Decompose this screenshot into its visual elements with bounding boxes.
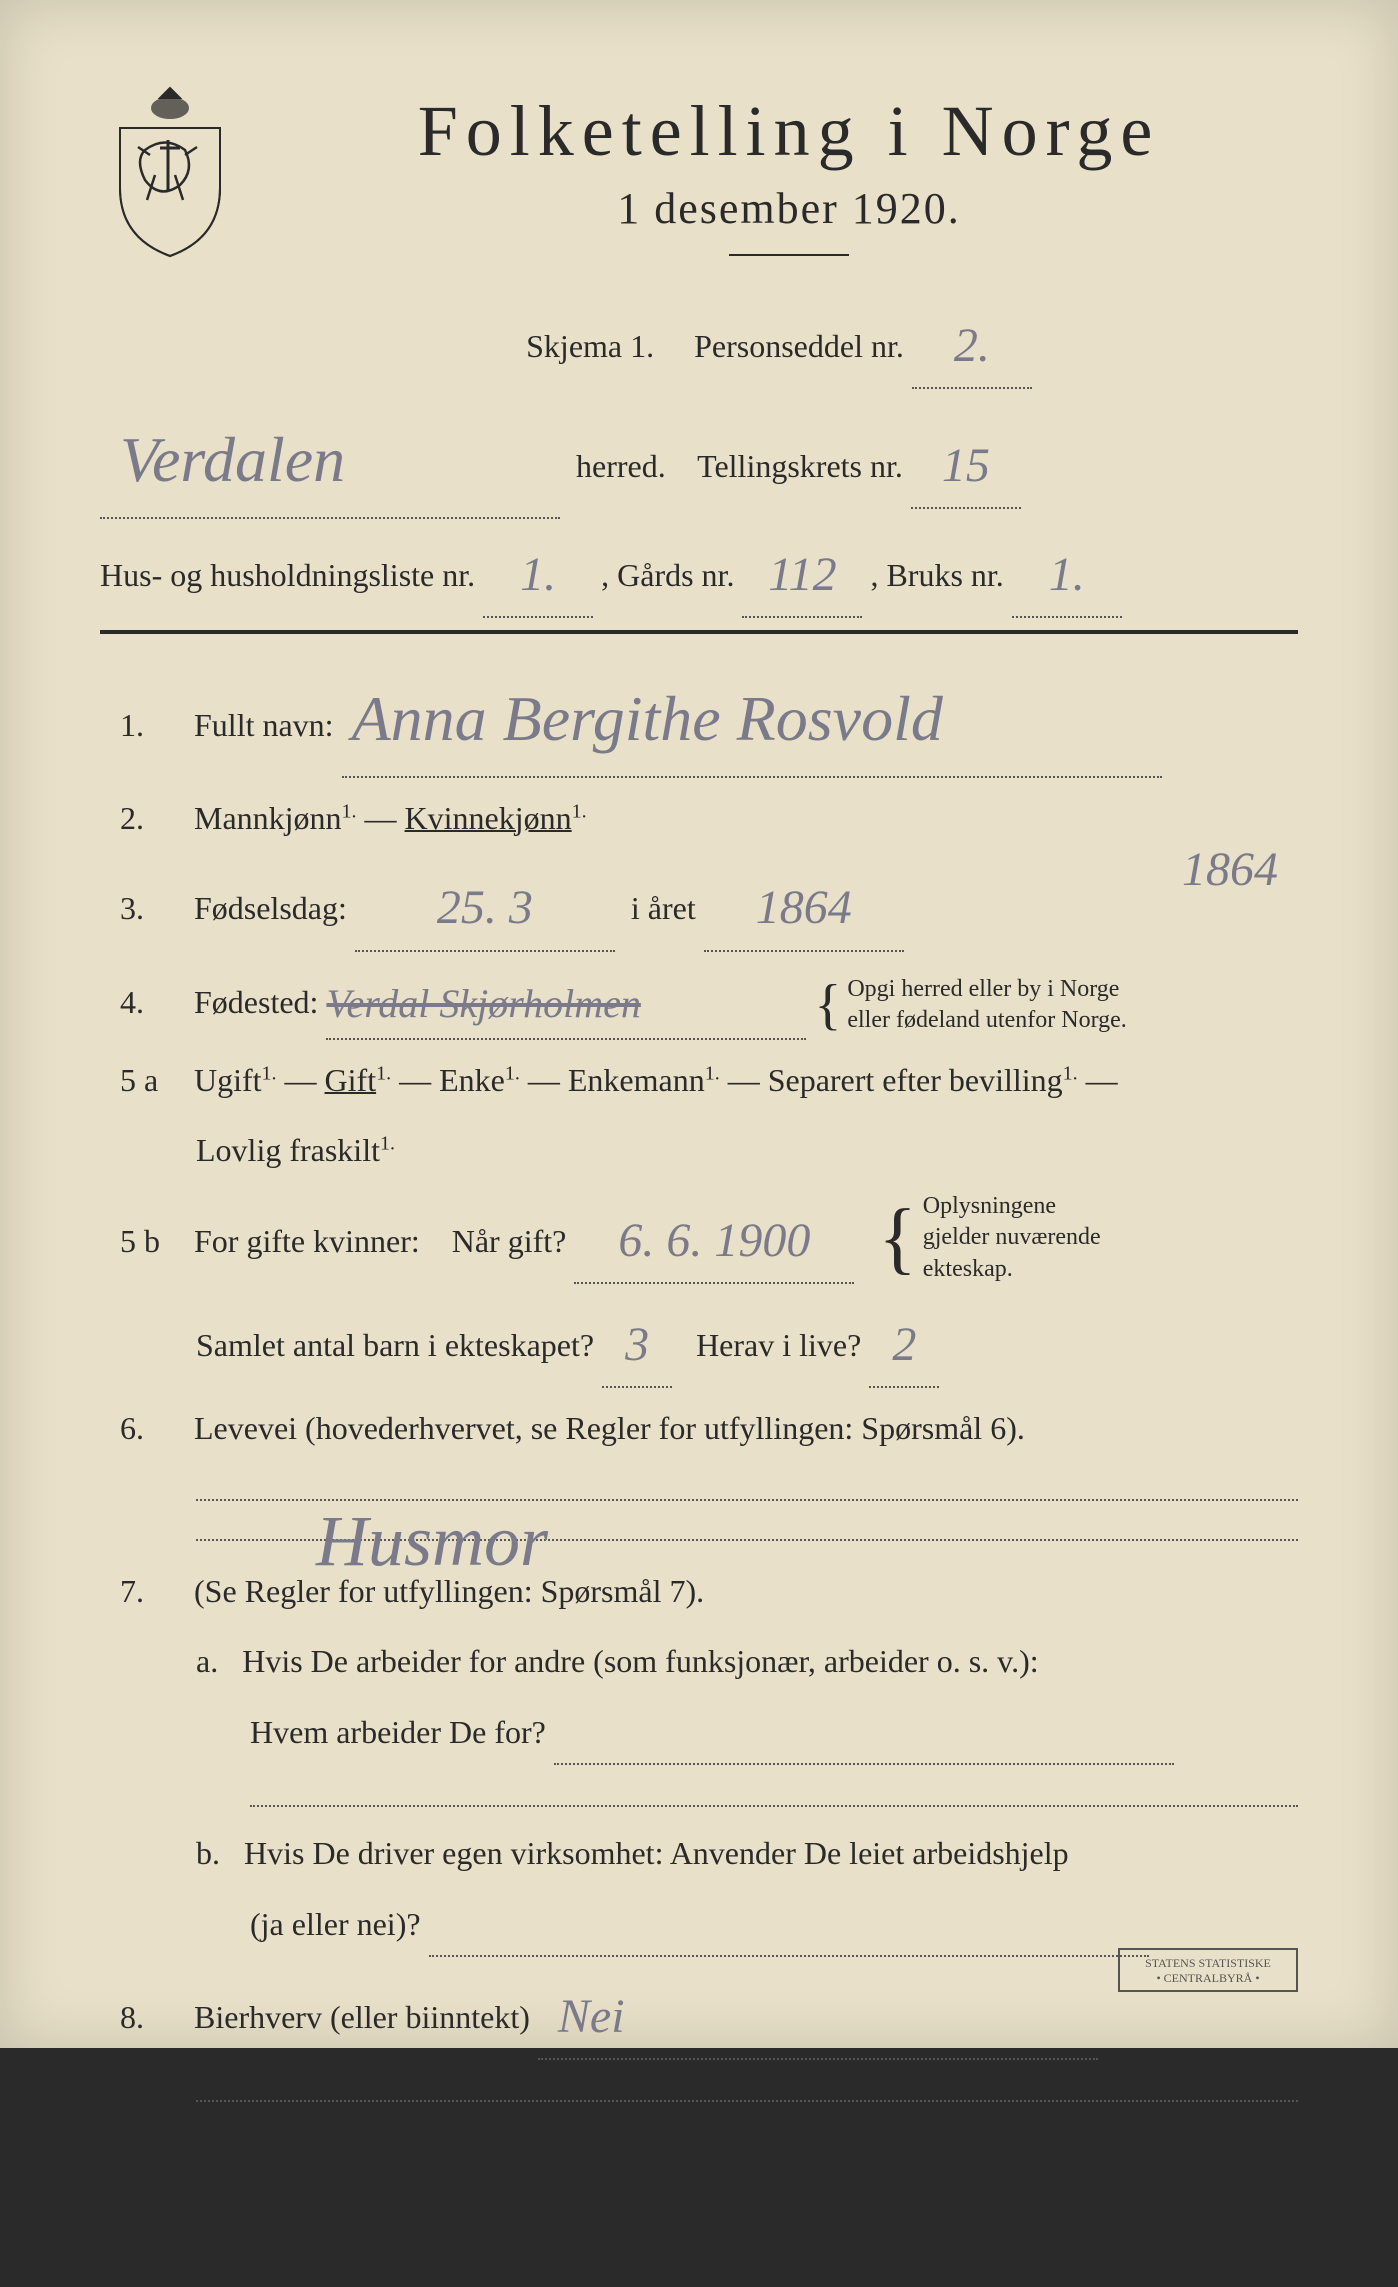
divider-1 [100,630,1298,634]
q5b-note-l1: Oplysningene [923,1193,1056,1219]
stamp-l1: STATENS STATISTISKE [1145,1956,1271,1970]
q3-label: Fødselsdag: [194,890,347,926]
q2-num: 2. [120,788,176,849]
gards-label: Gårds nr. [617,557,734,593]
q1-value: Anna Bergithe Rosvold [352,658,943,780]
q6: 6. Levevei (hovederhvervet, se Regler fo… [100,1398,1298,1459]
q3-day: 25. 3 [437,862,533,953]
q1: 1. Fullt navn: Anna Bergithe Rosvold [100,654,1298,778]
q4: 4. Fødested: Verdal Skjørholmen { Opgi h… [100,962,1298,1040]
q4-label: Fødested: [194,984,318,1020]
q5b-nargift-label: Når gift? [452,1223,567,1259]
title-block: Folketelling i Norge 1 desember 1920. [280,80,1298,286]
q8-value: Nei [558,1971,625,2062]
q4-value: Verdal Skjørholmen [326,966,640,1042]
q7b-label: b. [196,1835,220,1871]
personseddel-nr: 2. [954,300,990,391]
personseddel-label: Personseddel nr. [694,328,904,364]
q5b-num: 5 b [120,1211,176,1272]
q2: 2. Mannkjønn1. — Kvinnekjønn1. [100,788,1298,849]
hus-nr: 1. [520,529,556,620]
q4-note: { Opgi herred eller by i Norge eller fød… [814,974,1126,1036]
norwegian-crest-icon [100,80,240,260]
footnote-text: Her kan svares ved tydelig understreknin… [122,2251,769,2277]
q4-num: 4. [120,972,176,1033]
q3-year-label: i året [631,890,696,926]
herred-label: herred. [576,448,666,484]
q5b-note-l2: gjelder nuværende [923,1224,1101,1250]
q5b-barn-label: Samlet antal barn i ekteskapet? [196,1327,594,1363]
q5b-nargift: 6. 6. 1900 [618,1195,810,1286]
q5a-num: 5 a [120,1050,176,1111]
bruks-label: Bruks nr. [886,557,1003,593]
q5a: 5 a Ugift1. — Gift1. — Enke1. — Enkemann… [100,1050,1298,1111]
q2-kvinne: Kvinnekjønn [405,800,572,836]
q5b-line2: Samlet antal barn i ekteskapet? 3 Herav … [100,1295,1298,1388]
skjema-label: Skjema 1. [526,328,654,364]
main-title: Folketelling i Norge [280,90,1298,173]
q5b-barn: 3 [625,1299,649,1390]
herred-value: Verdalen [120,399,345,521]
printer-stamp: STATENS STATISTISKE • CENTRALBYRÅ • [1118,1948,1298,1992]
q7-num: 7. [120,1561,176,1622]
q7b-text1: Hvis De driver egen virksomhet: Anvender… [244,1835,1069,1871]
q3-year: 1864 [756,862,852,953]
divider-2 [100,2130,1298,2132]
q5a-enke: Enke [439,1062,505,1098]
q5a-line2: Lovlig fraskilt1. [100,1120,1298,1181]
meta-line-1: Skjema 1. Personseddel nr. 2. [100,296,1298,389]
meta-line-3: Hus- og husholdningsliste nr. 1. , Gårds… [100,525,1298,618]
q4-note-l1: Opgi herred eller by i Norge [847,976,1119,1002]
q6-value: Husmor [316,1473,548,1610]
q3: 3. Fødselsdag: 25. 3 i året 1864 [100,858,1298,951]
hus-label: Hus- og husholdningsliste nr. [100,557,475,593]
q5a-fraskilt: Lovlig fraskilt [196,1132,380,1168]
subtitle: 1 desember 1920. [280,183,1298,234]
q5a-ugift: Ugift [194,1062,262,1098]
footer-note: Har man ingen biinntekt av nogen betydni… [100,2146,1298,2207]
q5a-separert: Separert efter bevilling [768,1062,1063,1098]
q5b-label: For gifte kvinner: [194,1223,420,1259]
q1-label: Fullt navn: [194,707,334,743]
q5b-ilive-label: Herav i live? [696,1327,861,1363]
census-form-page: Folketelling i Norge 1 desember 1920. Sk… [0,0,1398,2048]
q5a-gift: Gift [325,1062,377,1098]
footnote: 1 Her kan svares ved tydelig understrekn… [100,2227,1298,2287]
meta-line-2: Verdalen herred. Tellingskrets nr. 15 [100,395,1298,519]
q7a-text1: Hvis De arbeider for andre (som funksjon… [242,1643,1038,1679]
q7b: b. Hvis De driver egen virksomhet: Anven… [100,1823,1298,1884]
header-row: Folketelling i Norge 1 desember 1920. [100,80,1298,286]
q6-label: Levevei (hovederhvervet, se Regler for u… [194,1410,1025,1446]
stamp-l2: • CENTRALBYRÅ • [1156,1971,1259,1985]
q4-note-l2: eller fødeland utenfor Norge. [847,1007,1126,1033]
q7a: a. Hvis De arbeider for andre (som funks… [100,1631,1298,1692]
q6-num: 6. [120,1398,176,1459]
bruks-nr: 1. [1049,529,1085,620]
q7a-blank [250,1775,1298,1807]
tellingskrets-nr: 15 [942,420,990,511]
tellingskrets-label: Tellingskrets nr. [697,448,903,484]
q7b-text2: (ja eller nei)? [250,1906,421,1942]
q5a-margin-year: 1864 [1182,824,1278,915]
q8-num: 8. [120,1987,176,2048]
title-rule [729,254,849,256]
q8-blank [196,2070,1298,2102]
q1-num: 1. [120,695,176,756]
gards-nr: 112 [768,529,836,620]
q7a-label: a. [196,1643,218,1679]
q3-num: 3. [120,878,176,939]
q5b: 5 b For gifte kvinner: Når gift? 6. 6. 1… [100,1191,1298,1285]
q7: 7. (Se Regler for utfyllingen: Spørsmål … [100,1561,1298,1622]
q7a-text2: Hvem arbeider De for? [250,1714,546,1750]
q7a-line2: Hvem arbeider De for? [100,1702,1298,1765]
q6-value-line: Husmor [196,1509,1298,1541]
q2-dash: — [365,800,405,836]
q5b-note: { Oplysningene gjelder nuværende ekteska… [878,1191,1100,1285]
q5a-enkemann: Enkemann [568,1062,705,1098]
q5b-note-l3: ekteskap. [923,1256,1013,1282]
q5b-ilive: 2 [892,1299,916,1390]
footnote-marker: 1 [100,2245,110,2267]
q8-label: Bierhverv (eller biinntekt) [194,1999,530,2035]
q2-mann: Mannkjønn [194,800,342,836]
